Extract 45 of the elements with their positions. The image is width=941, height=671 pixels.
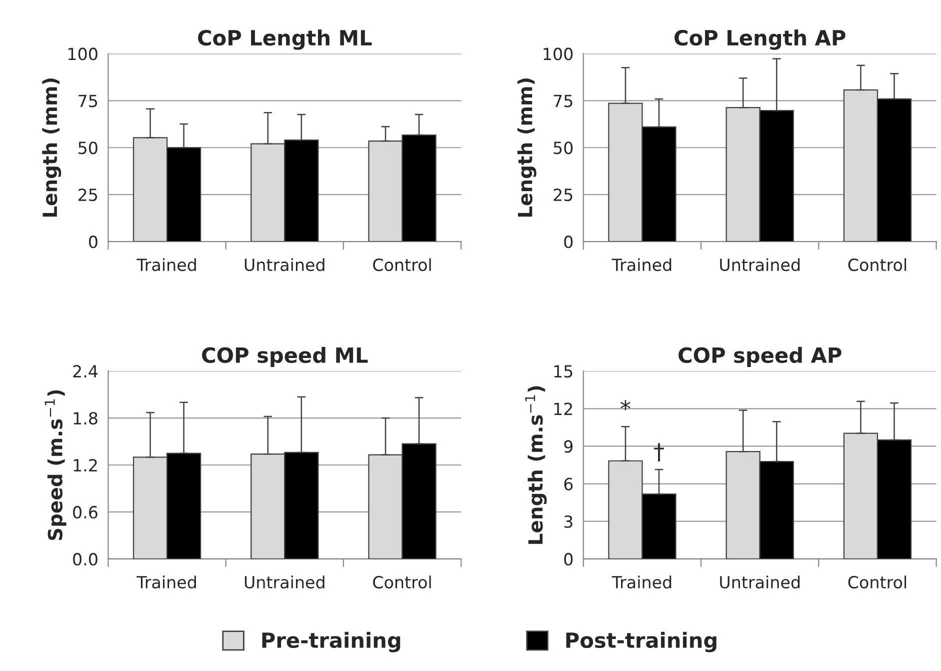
y-tick-label: 6 xyxy=(564,478,573,490)
x-tick-label: Trained xyxy=(136,258,196,272)
annotation: † xyxy=(654,443,664,462)
y-tick-label: 0 xyxy=(564,552,573,566)
annotation: * xyxy=(620,400,630,410)
y-tick-label: 25 xyxy=(78,188,98,202)
legend-label: Post-training xyxy=(566,632,716,652)
x-tick-label: Untrained xyxy=(720,258,800,272)
y-tick-label: 12 xyxy=(554,402,572,415)
y-axis-title: Length (mm) xyxy=(517,78,536,217)
chart-title: COP speed AP xyxy=(678,346,842,368)
y-tick-label: 1.8 xyxy=(74,412,98,425)
chart-title: COP speed ML xyxy=(202,346,368,368)
y-axis-title: Speed (m.s$^{−1}$) xyxy=(44,390,66,540)
y-tick-label: 3 xyxy=(564,515,572,528)
y-tick-label: 50 xyxy=(554,142,573,154)
y-tick-label: 50 xyxy=(78,142,98,154)
y-tick-label: 2.4 xyxy=(73,365,98,378)
y-tick-label: 9 xyxy=(564,440,573,453)
y-tick-label: 0.0 xyxy=(73,552,98,566)
y-tick-label: 75 xyxy=(554,94,572,108)
x-tick-label: Trained xyxy=(136,576,196,589)
x-tick-label: Untrained xyxy=(244,258,324,272)
y-tick-label: 0 xyxy=(564,236,573,248)
x-tick-label: Untrained xyxy=(720,576,800,589)
x-tick-label: Trained xyxy=(612,258,672,272)
y-tick-label: 15 xyxy=(554,365,572,378)
x-tick-label: Control xyxy=(373,258,431,272)
y-tick-label: 100 xyxy=(544,48,573,60)
y-tick-label: 25 xyxy=(554,188,572,202)
x-tick-label: Control xyxy=(848,576,906,589)
y-tick-label: 1.2 xyxy=(74,458,97,472)
y-axis-title: Length (mm) xyxy=(42,78,62,217)
y-tick-label: 0 xyxy=(88,236,98,248)
x-tick-label: Control xyxy=(373,576,431,589)
y-tick-label: 75 xyxy=(78,94,98,108)
x-tick-label: Control xyxy=(848,258,906,272)
x-tick-label: Untrained xyxy=(244,576,324,589)
y-tick-label: 0.6 xyxy=(73,506,98,519)
chart-title: CoP Length ML xyxy=(198,30,372,50)
chart-title: CoP Length AP xyxy=(674,30,846,50)
x-tick-label: Trained xyxy=(612,576,672,589)
y-tick-label: 100 xyxy=(68,48,98,60)
y-axis-title: Length (m.s$^{−1}$) xyxy=(525,386,547,544)
legend-label: Pre-training xyxy=(262,632,400,652)
